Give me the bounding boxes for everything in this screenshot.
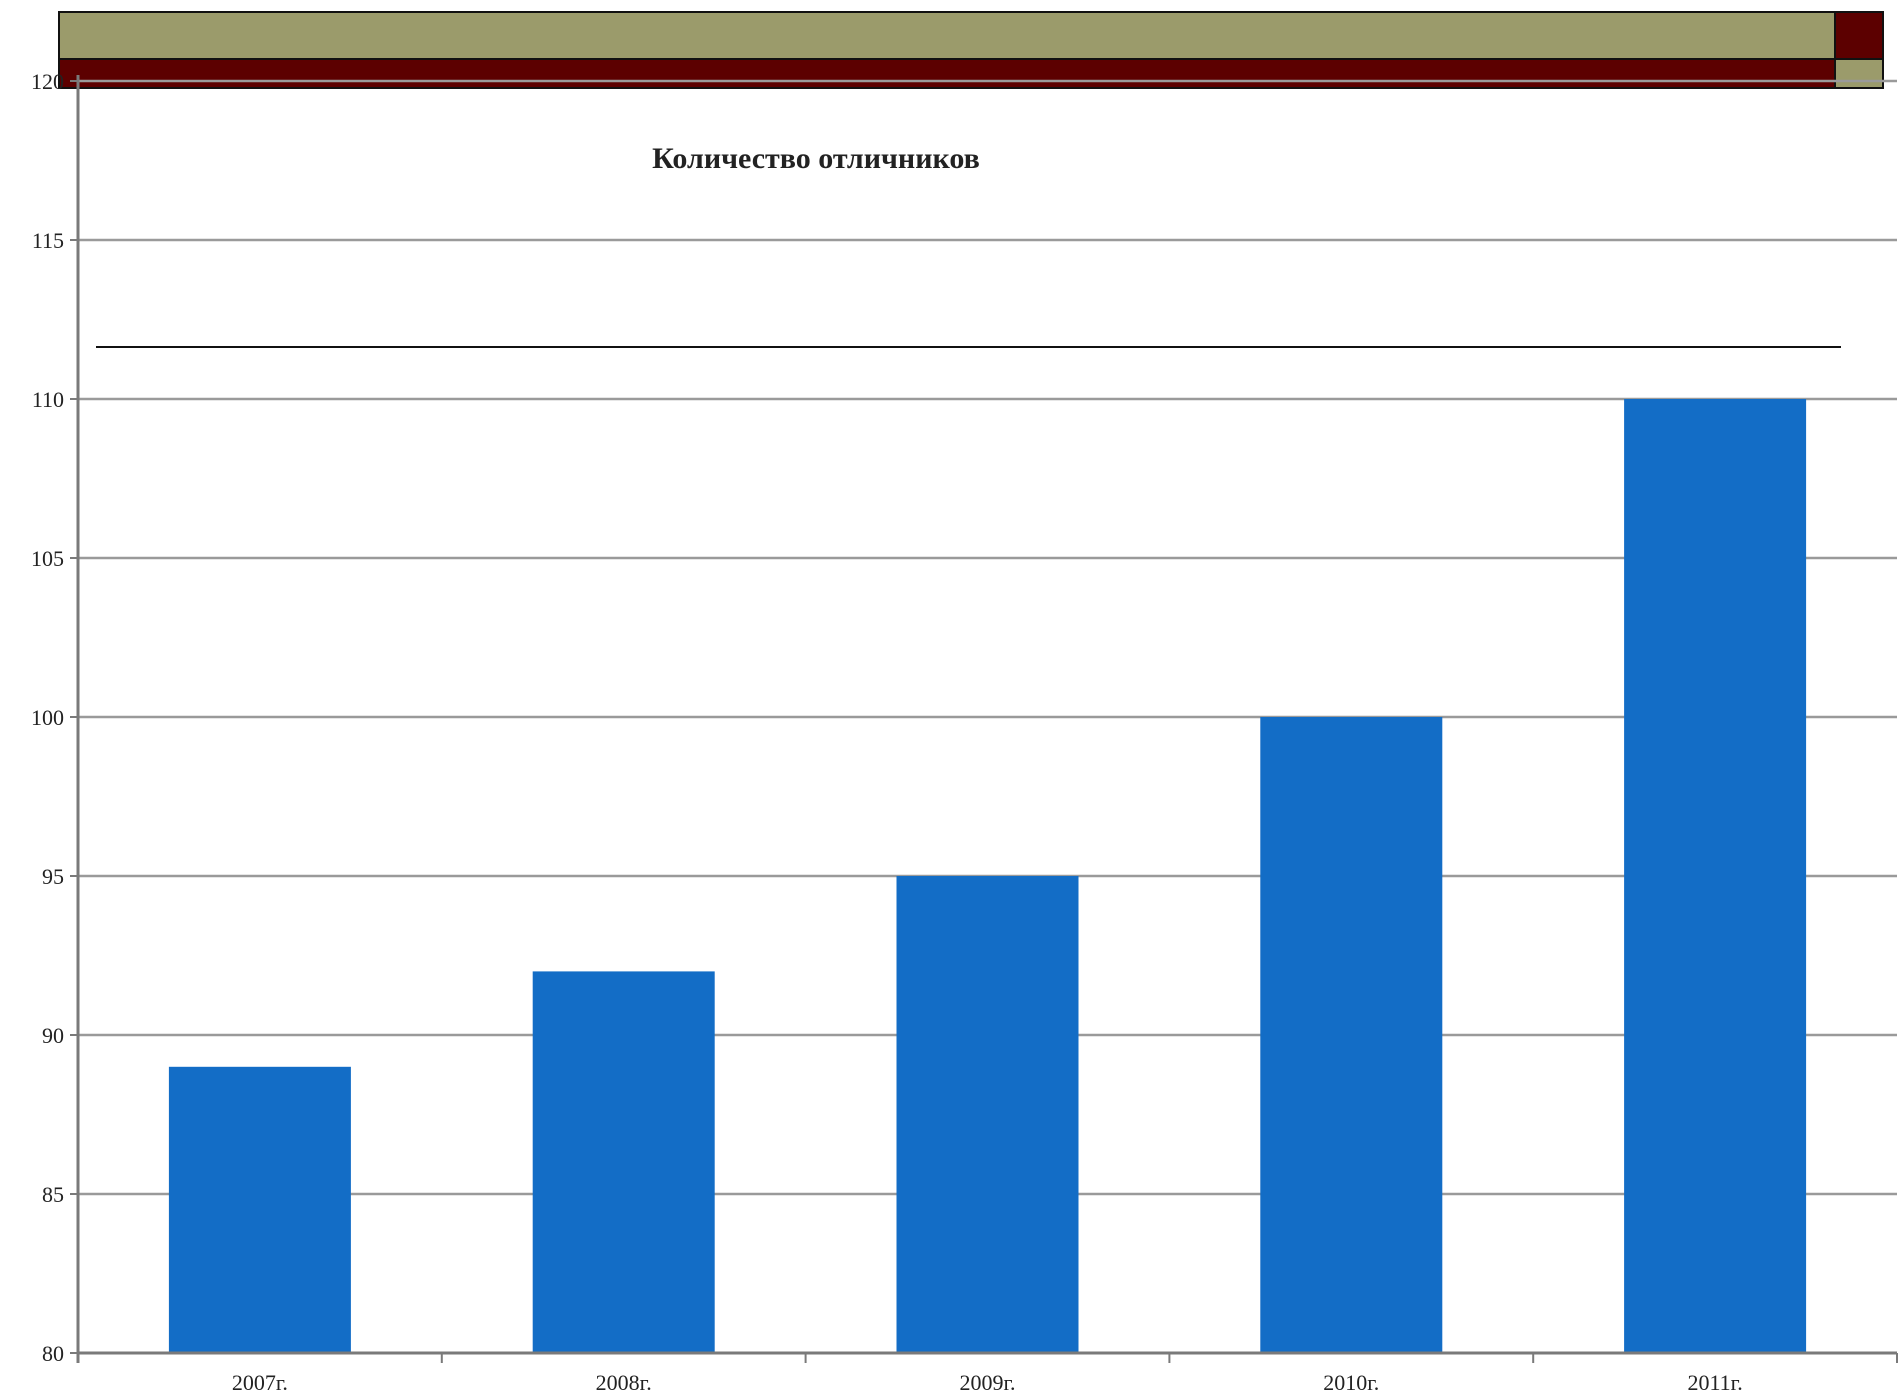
x-tick-label: 2009г. xyxy=(959,1370,1015,1395)
maroon-band-bottom xyxy=(58,58,1836,89)
x-tick-labels: 2007г. 2008г. 2009г. 2010г. 2011г. xyxy=(232,1370,1743,1395)
slide-header-bands xyxy=(0,0,1901,90)
y-tick-label: 80 xyxy=(42,1341,64,1366)
y-tick-label: 115 xyxy=(32,228,64,253)
bars xyxy=(168,399,1807,1353)
y-tick-label: 100 xyxy=(31,705,64,730)
x-tick-label: 2008г. xyxy=(596,1370,652,1395)
y-tick-label: 90 xyxy=(42,1023,64,1048)
bar-5 xyxy=(1624,399,1807,1353)
bar-3 xyxy=(896,876,1079,1353)
bar-2 xyxy=(532,971,715,1353)
x-tick-label: 2010г. xyxy=(1323,1370,1379,1395)
y-tick-label: 105 xyxy=(31,546,64,571)
y-tick-label: 85 xyxy=(42,1182,64,1207)
chart-title: Количество отличников xyxy=(652,142,980,175)
x-tick-label: 2011г. xyxy=(1687,1370,1742,1395)
y-tick-label: 95 xyxy=(42,864,64,889)
bar-1 xyxy=(168,1066,351,1353)
bar-4 xyxy=(1260,717,1443,1353)
y-tick-label: 120 xyxy=(31,69,64,94)
y-tick-label: 110 xyxy=(32,387,64,412)
axes xyxy=(76,75,1898,1363)
olive-band-bottom-corner xyxy=(1834,58,1884,89)
maroon-band-top-corner xyxy=(1834,11,1884,60)
x-tick-label: 2007г. xyxy=(232,1370,288,1395)
y-tick-labels: 80 85 90 95 100 105 110 115 120 xyxy=(31,69,64,1366)
